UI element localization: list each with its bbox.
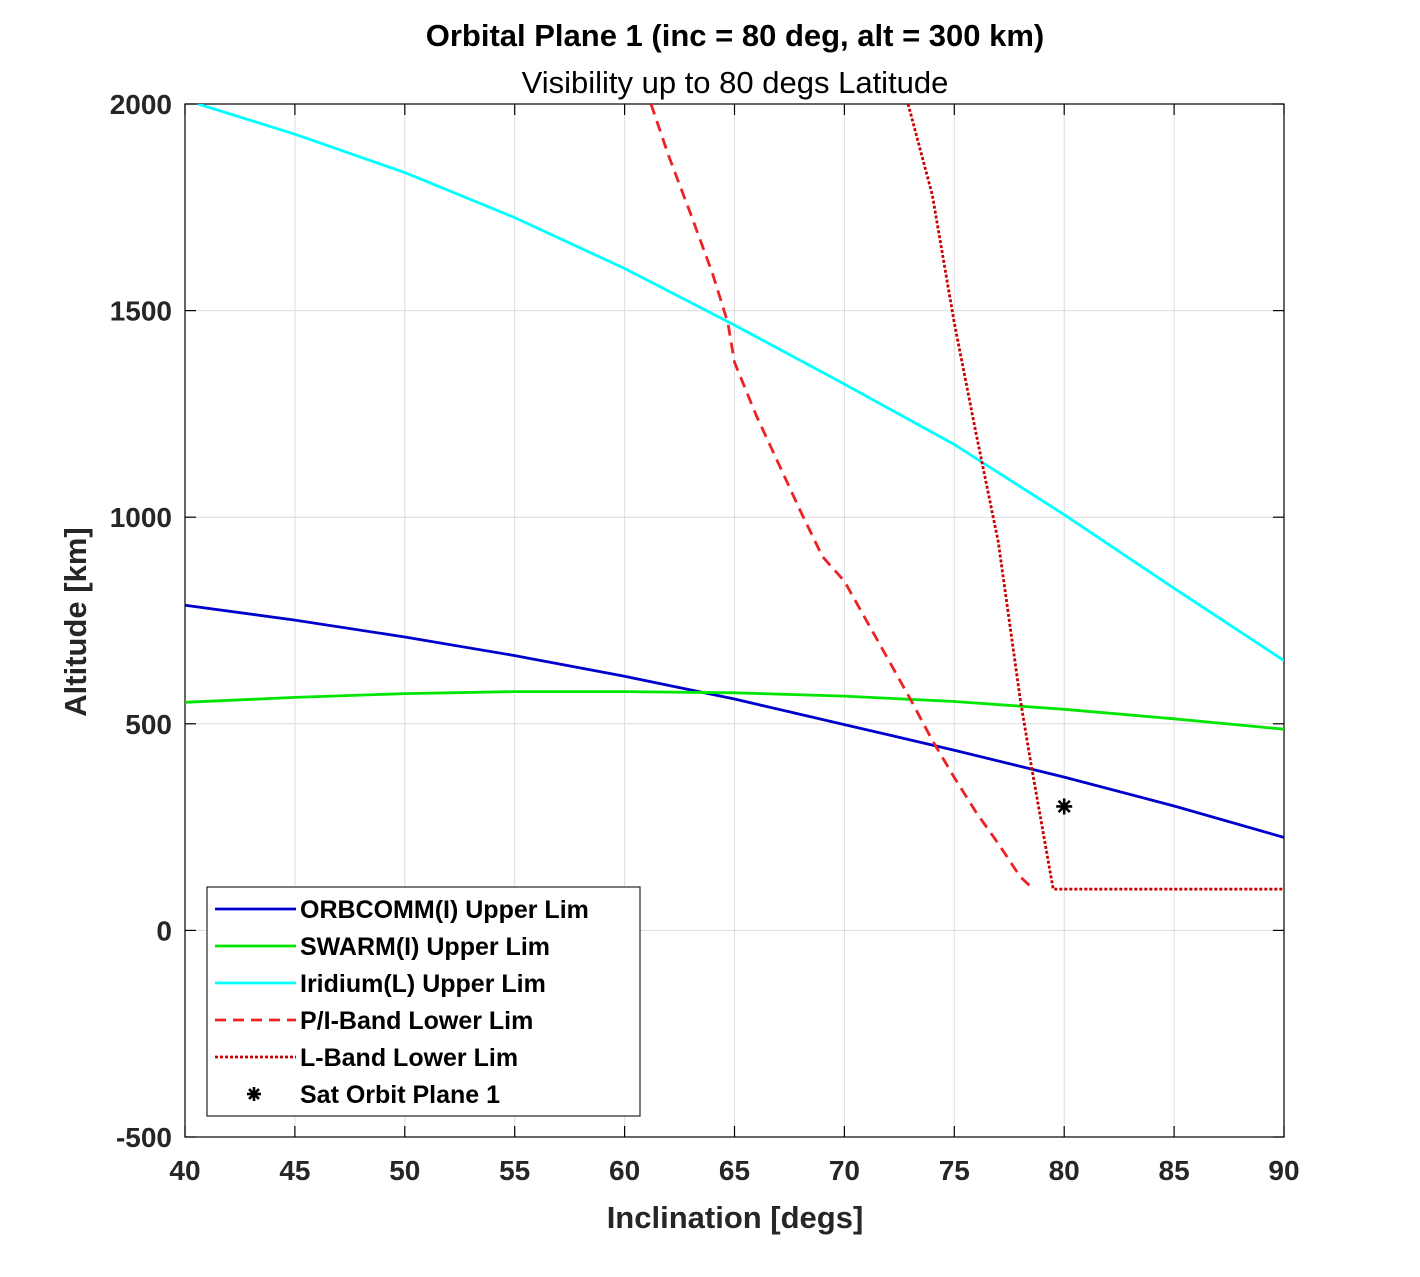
y-tick-labels: -500 0 500 1000 1500 2000 — [110, 89, 172, 1153]
x-tick-label: 45 — [279, 1155, 310, 1186]
x-tick-label: 65 — [719, 1155, 750, 1186]
x-tick-label: 50 — [389, 1155, 420, 1186]
x-axis-label: Inclination [degs] — [607, 1200, 864, 1235]
y-axis-label: Altitude [km] — [58, 527, 93, 716]
x-tick-label: 90 — [1268, 1155, 1299, 1186]
legend-label-sat-orbit-plane-1: Sat Orbit Plane 1 — [300, 1081, 500, 1109]
legend-label-orbcomm-i-upper-lim: ORBCOMM(I) Upper Lim — [300, 896, 589, 924]
legend-label-iridium-l-upper-lim: Iridium(L) Upper Lim — [300, 970, 546, 998]
chart-subtitle: Visibility up to 80 degs Latitude — [522, 65, 949, 100]
y-tick-label: 1000 — [110, 502, 172, 533]
x-tick-label: 70 — [829, 1155, 860, 1186]
x-tick-label: 60 — [609, 1155, 640, 1186]
x-tick-label: 85 — [1159, 1155, 1190, 1186]
series-line-l-band-lower-lim — [906, 104, 1284, 891]
grid — [185, 104, 1284, 1137]
series-line-orbcomm-i-upper-lim — [185, 603, 1284, 839]
y-tick-label: 2000 — [110, 89, 172, 120]
legend-label-l-band-lower-lim: L-Band Lower Lim — [300, 1044, 518, 1072]
legend-label-p-i-band-lower-lim: P/I-Band Lower Lim — [300, 1007, 533, 1035]
series-line-p-i-band-lower-lim — [649, 104, 1035, 891]
y-tick-label: -500 — [116, 1122, 172, 1153]
data-point-sat-orbit-plane-1 — [1056, 798, 1073, 815]
series-group — [185, 104, 1284, 891]
ticks — [184, 103, 1285, 1138]
chart-title: Orbital Plane 1 (inc = 80 deg, alt = 300… — [426, 18, 1045, 53]
y-tick-label: 1500 — [110, 296, 172, 327]
legend-marker-sat-orbit-plane-1 — [247, 1087, 261, 1101]
y-tick-label: 0 — [156, 915, 172, 946]
series-line-iridium-l-upper-lim — [197, 104, 1284, 662]
x-tick-labels: 40 45 50 55 60 65 70 75 80 85 90 — [169, 1155, 1299, 1186]
series-line-swarm-i-upper-lim — [185, 690, 1284, 731]
x-tick-label: 80 — [1049, 1155, 1080, 1186]
legend: ORBCOMM(I) Upper Lim SWARM(I) Upper Lim Ir… — [206, 886, 641, 1117]
legend-box — [206, 886, 641, 1117]
x-tick-label: 40 — [169, 1155, 200, 1186]
legend-label-swarm-i-upper-lim: SWARM(I) Upper Lim — [300, 933, 550, 961]
marker-group — [1056, 798, 1073, 815]
x-tick-label: 55 — [499, 1155, 530, 1186]
x-tick-label: 75 — [939, 1155, 970, 1186]
y-tick-label: 500 — [125, 709, 172, 740]
